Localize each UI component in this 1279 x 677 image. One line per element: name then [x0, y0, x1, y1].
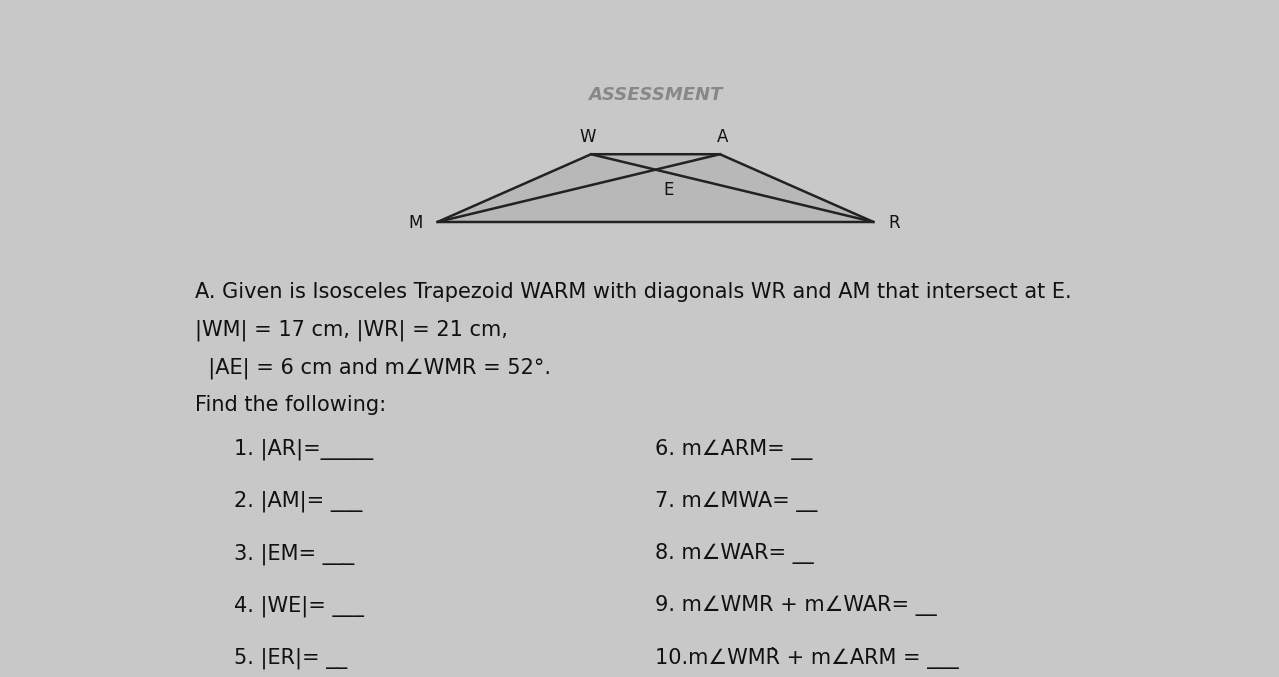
Text: 9. m∠WMR + m∠WAR= __: 9. m∠WMR + m∠WAR= __: [656, 595, 938, 616]
Text: 8. m∠WAR= __: 8. m∠WAR= __: [656, 543, 815, 564]
Text: ASSESSMENT: ASSESSMENT: [588, 87, 723, 104]
Text: 6. m∠ARM= __: 6. m∠ARM= __: [656, 439, 813, 460]
Text: R: R: [889, 214, 900, 232]
Text: |WM| = 17 cm, |WR| = 21 cm,: |WM| = 17 cm, |WR| = 21 cm,: [194, 320, 508, 341]
Text: A: A: [718, 129, 729, 146]
Text: |AE| = 6 cm and m∠WMR = 52°.: |AE| = 6 cm and m∠WMR = 52°.: [194, 357, 550, 378]
Text: 7. m∠MWA= __: 7. m∠MWA= __: [656, 491, 817, 512]
Text: E: E: [664, 181, 674, 199]
Text: 2. |AM|= ___: 2. |AM|= ___: [234, 491, 362, 512]
Text: 3. |EM= ___: 3. |EM= ___: [234, 543, 354, 565]
Text: 4. |WE|= ___: 4. |WE|= ___: [234, 595, 365, 617]
Polygon shape: [437, 154, 874, 222]
Text: M: M: [408, 214, 422, 232]
Text: 5. |ER|= __: 5. |ER|= __: [234, 647, 348, 669]
Text: 1. |AR|=_____: 1. |AR|=_____: [234, 439, 373, 460]
Text: A. Given is Isosceles Trapezoid WARM with diagonals WR and AM that intersect at : A. Given is Isosceles Trapezoid WARM wit…: [194, 282, 1072, 302]
Text: W: W: [579, 129, 596, 146]
Text: Find the following:: Find the following:: [194, 395, 386, 414]
Text: 10.m∠WMR̀ + m∠ARM = ___: 10.m∠WMR̀ + m∠ARM = ___: [656, 647, 959, 670]
